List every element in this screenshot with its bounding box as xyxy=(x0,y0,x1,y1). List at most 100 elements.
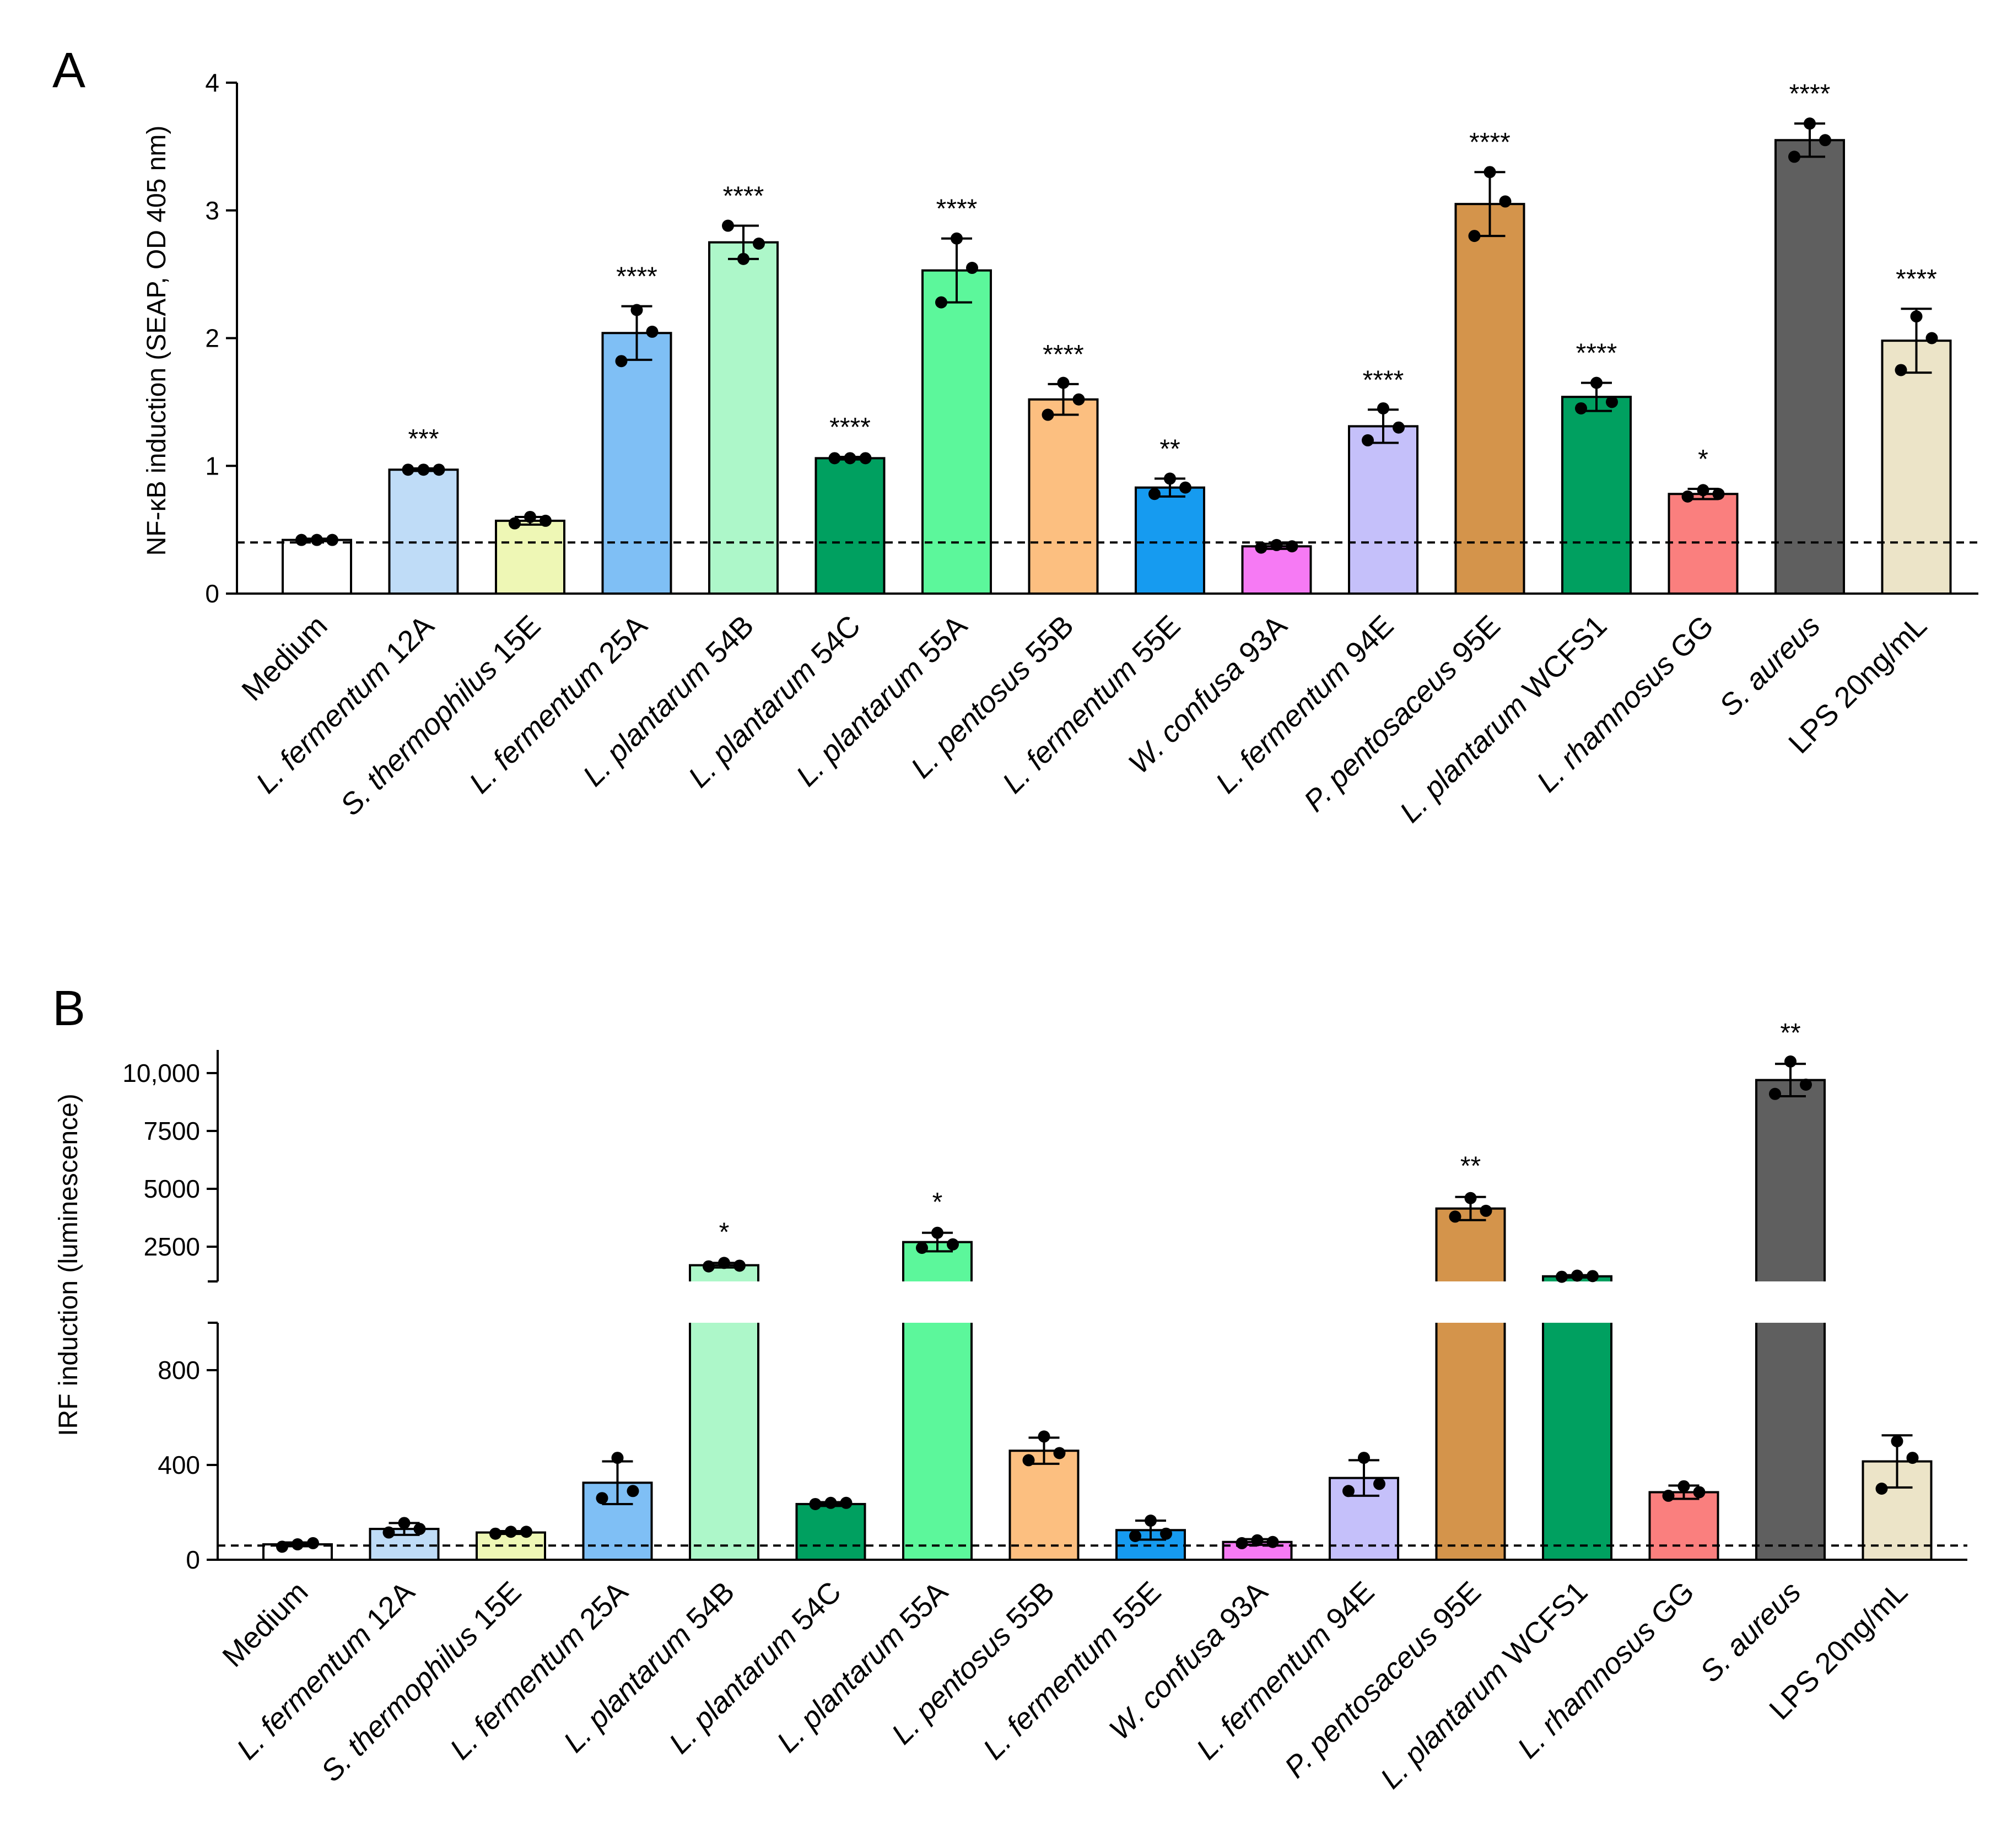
data-point-a-10-2 xyxy=(1393,421,1405,434)
data-point-b-10-0 xyxy=(1342,1485,1355,1497)
category-label-b-11: P. pentosaceus 95E xyxy=(1278,1575,1487,1784)
data-point-a-14-0 xyxy=(1788,150,1800,163)
category-label-b-12: L. plantarum WCFS1 xyxy=(1374,1575,1594,1795)
category-label-b-8: L. fermentum 55E xyxy=(977,1575,1168,1766)
data-point-b-8-1 xyxy=(1145,1515,1157,1527)
category-label-a-14: S. aureus xyxy=(1713,609,1827,723)
bar-b-14-lower xyxy=(1755,1323,1826,1561)
data-point-a-7-2 xyxy=(1072,393,1085,406)
significance-a-8: ** xyxy=(1159,434,1180,464)
bar-a-5 xyxy=(814,457,886,595)
bar-a-11 xyxy=(1454,203,1525,595)
data-point-b-5-1 xyxy=(824,1496,837,1509)
data-point-b-9-0 xyxy=(1236,1537,1248,1549)
data-point-a-5-2 xyxy=(859,452,872,465)
significance-a-4: **** xyxy=(723,182,764,211)
category-label-a-10: L. fermentum 94E xyxy=(1210,609,1400,800)
data-point-a-8-1 xyxy=(1164,472,1176,485)
y-tick-label-a-4: 4 xyxy=(205,68,219,97)
bar-a-12 xyxy=(1561,396,1632,595)
bar-a-14 xyxy=(1774,139,1845,595)
bar-a-8 xyxy=(1135,486,1205,595)
bar-a-13 xyxy=(1668,493,1739,595)
significance-a-11: **** xyxy=(1469,128,1511,157)
data-point-a-3-2 xyxy=(646,325,659,338)
category-label-a-3: L. fermentum 25A xyxy=(463,609,654,800)
panel-a-y-axis-label: NF-κB induction (SEAP, OD 405 nm) xyxy=(142,126,171,556)
data-point-a-5-1 xyxy=(844,452,856,465)
bar-b-7 xyxy=(1008,1450,1080,1561)
y-tick-label-a-0: 0 xyxy=(205,579,219,608)
data-point-b-1-0 xyxy=(382,1526,395,1539)
data-point-b-15-0 xyxy=(1875,1483,1888,1495)
data-point-b-1-2 xyxy=(413,1523,426,1535)
data-point-b-8-2 xyxy=(1160,1527,1172,1540)
significance-a-12: **** xyxy=(1576,339,1617,368)
significance-a-6: **** xyxy=(936,195,978,224)
data-point-a-12-1 xyxy=(1590,376,1603,389)
significance-b-6: * xyxy=(932,1188,943,1217)
significance-a-10: **** xyxy=(1363,365,1404,395)
data-point-b-1-1 xyxy=(398,1517,411,1529)
bar-a-1 xyxy=(388,468,459,595)
category-label-a-1: L. fermentum 12A xyxy=(250,609,440,800)
y-tick-label-b-lower-0: 0 xyxy=(186,1545,200,1574)
data-point-a-15-2 xyxy=(1925,332,1938,344)
bar-b-13 xyxy=(1648,1491,1719,1561)
data-point-b-10-1 xyxy=(1358,1452,1370,1464)
significance-a-7: **** xyxy=(1043,340,1084,369)
data-point-b-13-1 xyxy=(1677,1480,1690,1493)
data-point-b-12-2 xyxy=(1587,1270,1599,1283)
data-point-a-9-1 xyxy=(1270,538,1283,551)
data-point-b-12-0 xyxy=(1556,1270,1568,1283)
category-label-b-3: L. fermentum 25A xyxy=(444,1575,634,1766)
data-point-a-12-0 xyxy=(1575,402,1587,414)
data-point-b-2-0 xyxy=(489,1527,501,1540)
panel-a-letter: A xyxy=(52,43,85,98)
data-point-b-8-0 xyxy=(1129,1530,1141,1542)
bar-a-6 xyxy=(921,269,992,595)
category-label-b-10: L. fermentum 94E xyxy=(1190,1575,1381,1766)
data-point-b-2-2 xyxy=(520,1526,532,1538)
y-tick-label-b-lower-2: 800 xyxy=(158,1356,200,1384)
y-tick-label-b-lower-1: 400 xyxy=(158,1451,200,1479)
bar-b-5 xyxy=(795,1502,866,1561)
data-point-b-10-2 xyxy=(1373,1478,1385,1490)
data-point-b-13-0 xyxy=(1662,1489,1675,1502)
data-point-a-1-0 xyxy=(402,464,414,476)
data-point-b-13-2 xyxy=(1693,1486,1706,1499)
data-point-b-3-0 xyxy=(596,1492,608,1505)
data-point-a-6-0 xyxy=(935,296,947,309)
chart-panel-a: NF-κB induction (SEAP, OD 405 nm) ******… xyxy=(142,68,1978,829)
bar-a-10 xyxy=(1348,425,1418,595)
data-point-a-14-1 xyxy=(1804,117,1816,130)
bar-a-9 xyxy=(1241,545,1312,595)
data-point-a-13-0 xyxy=(1681,490,1694,503)
bar-a-15 xyxy=(1881,340,1952,595)
data-point-b-0-0 xyxy=(276,1540,288,1553)
bar-b-12-lower xyxy=(1542,1323,1612,1561)
data-point-b-15-1 xyxy=(1891,1435,1903,1447)
significance-a-14: **** xyxy=(1789,79,1831,109)
data-point-a-7-0 xyxy=(1042,408,1054,421)
category-label-a-0: Medium xyxy=(235,609,333,707)
data-point-a-2-1 xyxy=(524,510,536,523)
bar-a-0 xyxy=(282,538,352,595)
data-point-a-6-1 xyxy=(951,232,963,245)
category-label-b-2: S. thermophilus 15E xyxy=(315,1575,527,1788)
bar-b-11-lower xyxy=(1435,1323,1506,1561)
panel-b-y-axis-label: IRF induction (luminescence) xyxy=(54,1093,83,1436)
data-point-b-7-0 xyxy=(1022,1454,1035,1467)
data-point-a-0-2 xyxy=(326,534,338,546)
data-point-a-11-2 xyxy=(1499,195,1512,208)
data-point-a-4-2 xyxy=(753,238,765,250)
data-point-a-7-1 xyxy=(1057,376,1070,389)
significance-a-5: **** xyxy=(829,413,871,442)
data-point-b-7-2 xyxy=(1053,1447,1066,1459)
data-point-b-6-2 xyxy=(947,1238,959,1251)
bar-a-7 xyxy=(1028,398,1099,595)
data-point-a-10-1 xyxy=(1377,402,1389,414)
data-point-a-8-2 xyxy=(1179,481,1191,494)
data-point-a-5-0 xyxy=(828,452,841,465)
data-point-a-3-0 xyxy=(615,355,628,368)
